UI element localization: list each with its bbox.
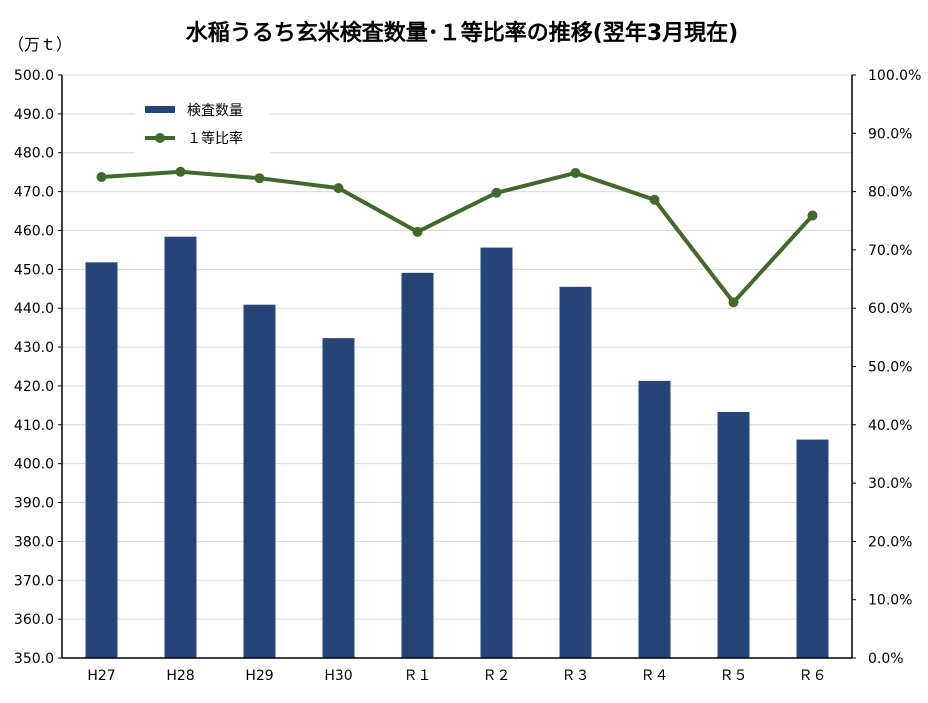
right-tick-label: 50.0% (868, 360, 912, 376)
line-point (807, 210, 818, 221)
bar-series (85, 236, 829, 658)
category-label: H29 (245, 668, 273, 684)
legend-box (135, 93, 270, 155)
bar (243, 304, 276, 658)
bar (480, 247, 513, 658)
right-tick-label: 80.0% (868, 185, 912, 201)
left-tick-label: 440.0 (14, 301, 54, 317)
left-tick-label: 390.0 (14, 496, 54, 512)
left-tick-label: 470.0 (14, 185, 54, 201)
line-point (96, 172, 107, 183)
left-axis-ticks: 350.0 360.0 370.0 380.0 390.0 400.0 410.0 420.0… (14, 68, 54, 667)
line-point (491, 187, 502, 198)
category-label: Ｒ２ (483, 668, 511, 684)
line-point (728, 297, 739, 308)
legend-swatch-marker (155, 133, 165, 143)
category-label: Ｒ４ (641, 668, 669, 684)
right-tick-label: 70.0% (868, 243, 912, 259)
left-tick-label: 480.0 (14, 146, 54, 162)
right-axis-ticks: 0.0% 10.0% 20.0% 30.0% 40.0% 50.0% 60.0% 70.0% 8… (868, 68, 921, 667)
right-tick-label: 90.0% (868, 126, 912, 142)
line-point (254, 173, 265, 184)
line-series (96, 166, 818, 308)
right-tick-label: 60.0% (868, 301, 912, 317)
right-tick-label: 20.0% (868, 534, 912, 550)
bar (85, 262, 118, 658)
category-label: Ｒ１ (404, 668, 432, 684)
bar (164, 236, 197, 658)
category-label: H30 (324, 668, 352, 684)
line-point (570, 167, 581, 178)
left-tick-label: 350.0 (14, 651, 54, 667)
right-tick-label: 100.0% (868, 68, 921, 84)
chart-title: 水稲うるち玄米検査数量･１等比率の推移(翌年3月現在) (186, 20, 738, 46)
bar (559, 286, 592, 658)
right-tick-label: 10.0% (868, 593, 912, 609)
left-tick-label: 360.0 (14, 612, 54, 628)
legend: 検査数量 １等比率 (135, 93, 270, 155)
left-tick-label: 490.0 (14, 107, 54, 123)
left-tick-label: 420.0 (14, 379, 54, 395)
line-point (412, 226, 423, 237)
bar (638, 380, 671, 658)
left-tick-label: 460.0 (14, 223, 54, 239)
category-label: Ｒ６ (799, 668, 827, 684)
category-label: Ｒ３ (562, 668, 590, 684)
line-point (649, 194, 660, 205)
line-point (333, 183, 344, 194)
right-tick-label: 40.0% (868, 418, 912, 434)
bar (322, 338, 355, 658)
legend-label-bar: 検査数量 (187, 103, 243, 119)
left-tick-label: 370.0 (14, 573, 54, 589)
left-tick-label: 380.0 (14, 534, 54, 550)
left-tick-label: 410.0 (14, 418, 54, 434)
left-tick-label: 430.0 (14, 340, 54, 356)
right-tick-label: 30.0% (868, 476, 912, 492)
category-label: Ｒ５ (720, 668, 748, 684)
bar (796, 439, 829, 658)
left-tick-label: 450.0 (14, 262, 54, 278)
bar (401, 272, 434, 658)
legend-label-line: １等比率 (187, 130, 243, 147)
category-labels: H27 H28 H29 H30 Ｒ１ Ｒ２ Ｒ３ Ｒ４ Ｒ５ Ｒ６ (87, 668, 826, 684)
line-path (101, 169, 814, 305)
category-label: H28 (166, 668, 194, 684)
right-tick-label: 0.0% (868, 651, 904, 667)
left-axis-unit: （万ｔ） (8, 35, 72, 54)
category-label: H27 (87, 668, 115, 684)
left-tick-label: 500.0 (14, 68, 54, 84)
axes (58, 74, 856, 659)
line-point (175, 166, 186, 177)
left-tick-label: 400.0 (14, 457, 54, 473)
bar (717, 411, 750, 658)
legend-swatch-bar (145, 106, 175, 113)
